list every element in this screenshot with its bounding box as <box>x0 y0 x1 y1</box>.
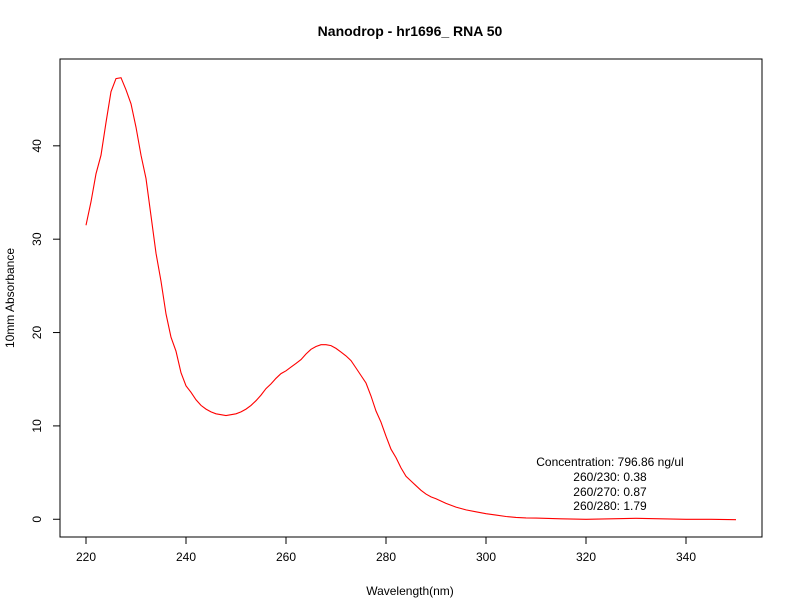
x-tick-label: 340 <box>676 550 696 564</box>
measurement-annotation: Concentration: 796.86 ng/ul 260/230: 0.3… <box>536 455 683 513</box>
y-axis: 0 10 20 30 40 <box>30 139 61 523</box>
ratio-260-270-text: 260/270: 0.87 <box>573 485 647 499</box>
y-tick-label: 40 <box>30 139 44 153</box>
y-tick-label: 0 <box>30 516 44 523</box>
y-tick-label: 20 <box>30 326 44 340</box>
y-tick-label: 30 <box>30 232 44 246</box>
ratio-260-230-text: 260/230: 0.38 <box>573 470 647 484</box>
y-tick-label: 10 <box>30 419 44 433</box>
y-axis-label: 10mm Absorbance <box>3 248 17 348</box>
x-tick-label: 300 <box>476 550 496 564</box>
x-tick-label: 220 <box>76 550 96 564</box>
x-tick-label: 320 <box>576 550 596 564</box>
x-tick-label: 240 <box>176 550 196 564</box>
x-tick-label: 280 <box>376 550 396 564</box>
concentration-text: Concentration: 796.86 ng/ul <box>536 455 683 469</box>
x-axis-label: Wavelength(nm) <box>366 584 454 598</box>
ratio-260-280-text: 260/280: 1.79 <box>573 499 647 513</box>
absorbance-curve <box>85 77 737 521</box>
chart-title: Nanodrop - hr1696_ RNA 50 <box>318 23 503 39</box>
x-axis: 220 240 260 280 300 320 340 <box>76 536 696 564</box>
x-tick-label: 260 <box>276 550 296 564</box>
